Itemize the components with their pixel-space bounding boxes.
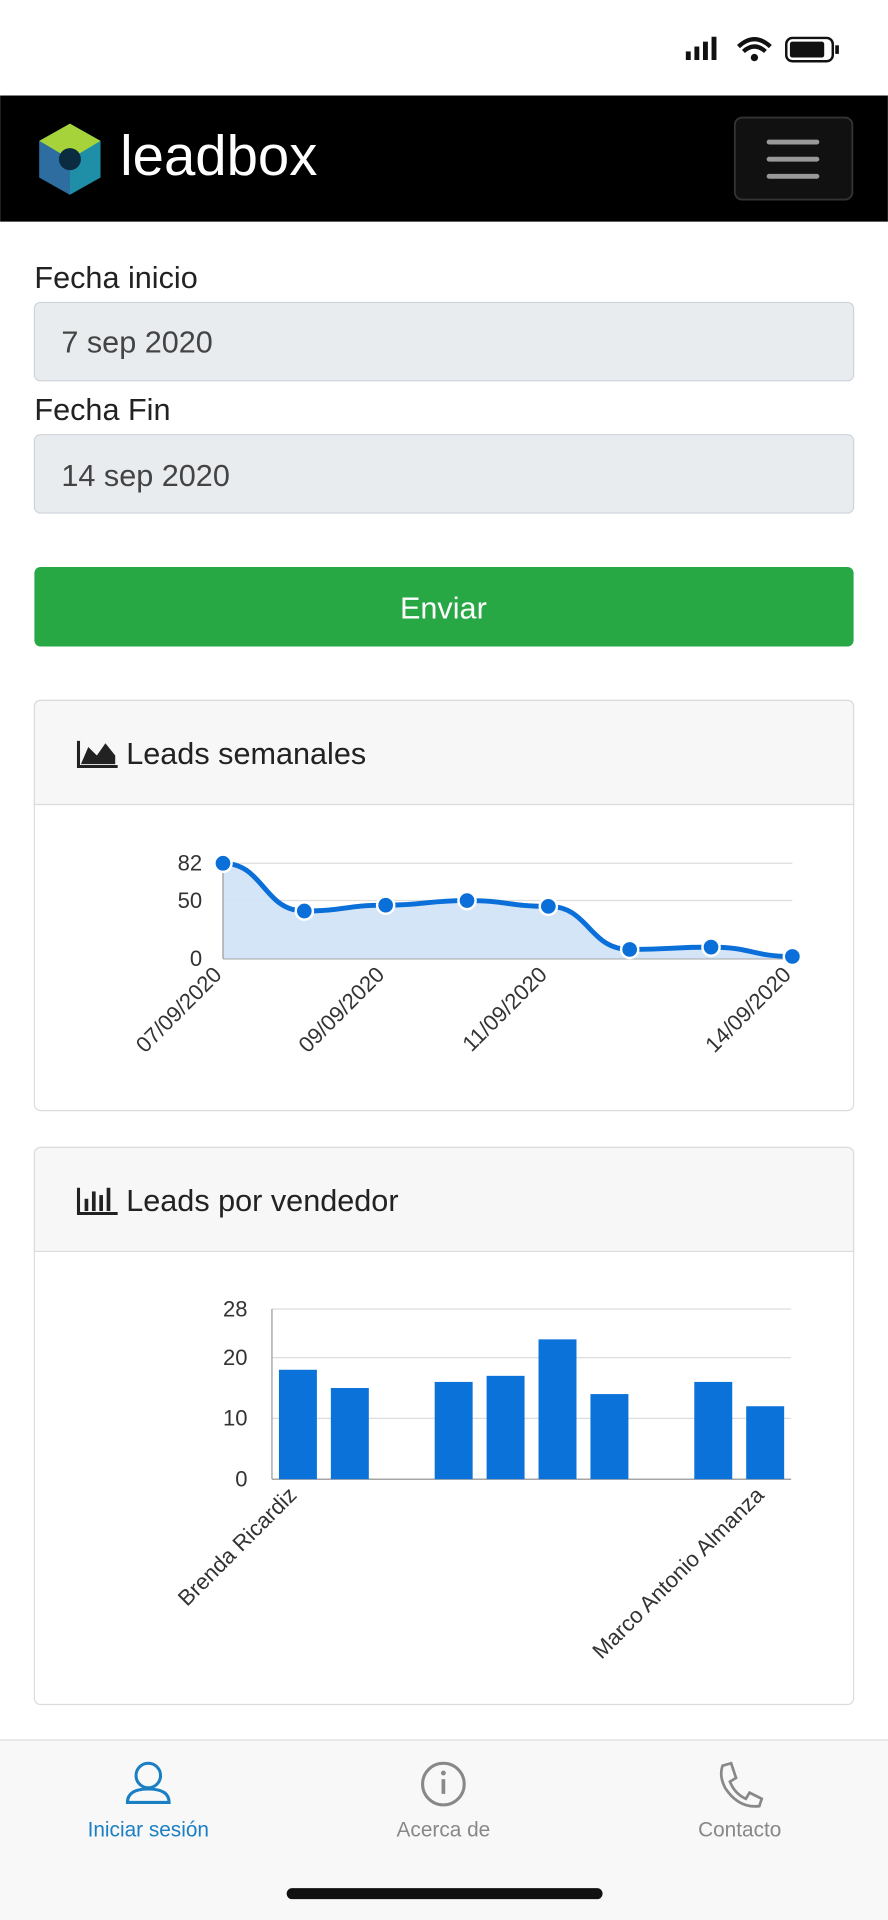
point — [375, 895, 396, 915]
menu-button[interactable] — [733, 116, 854, 201]
point — [294, 901, 315, 921]
brand: leadbox — [120, 124, 317, 187]
input-value: 7 sep 2020 — [61, 326, 212, 360]
bar — [278, 1369, 317, 1480]
y-tick-label: 0 — [190, 946, 202, 971]
point — [213, 853, 233, 874]
point — [619, 939, 640, 960]
phone-icon[interactable] — [719, 1761, 764, 1808]
point — [782, 946, 803, 967]
tab-label[interactable]: Acerca de — [397, 1819, 491, 1842]
y-tick-label: 50 — [178, 888, 203, 913]
bar — [590, 1394, 629, 1480]
card-title: Leads semanales — [126, 737, 366, 771]
button-label: Enviar — [400, 591, 487, 625]
field-label: Fecha inicio — [34, 261, 197, 295]
area — [222, 863, 793, 959]
card-header — [33, 1146, 855, 1253]
input-value: 14 sep 2020 — [61, 459, 230, 493]
point — [457, 890, 477, 911]
point — [538, 896, 559, 917]
tab-label[interactable]: Contacto — [698, 1819, 781, 1842]
field-label: Fecha Fin — [34, 393, 170, 427]
tab-label[interactable]: Iniciar sesión — [88, 1819, 209, 1842]
card-title: Leads por vendedor — [126, 1184, 398, 1218]
bar — [486, 1375, 525, 1480]
y-tick-label: 28 — [223, 1296, 248, 1321]
bar — [746, 1406, 785, 1480]
y-tick-label: 20 — [223, 1345, 248, 1370]
date-input[interactable] — [33, 434, 855, 514]
bar — [538, 1339, 577, 1480]
card-header — [33, 699, 855, 806]
y-tick-label: 82 — [178, 851, 203, 876]
y-tick-label: 10 — [223, 1406, 248, 1431]
logo — [39, 123, 101, 195]
area-chart-icon — [76, 740, 118, 769]
bar — [434, 1381, 473, 1480]
y-tick-label: 0 — [235, 1467, 247, 1492]
user-icon[interactable] — [125, 1761, 171, 1804]
status-bar — [685, 36, 839, 63]
bar-chart-icon — [76, 1187, 118, 1215]
home-indicator — [286, 1888, 603, 1900]
bar — [694, 1381, 733, 1480]
date-input[interactable] — [33, 301, 855, 382]
submit-button[interactable] — [34, 566, 854, 647]
bar — [330, 1388, 369, 1480]
info-icon[interactable] — [421, 1761, 466, 1807]
point — [701, 937, 721, 957]
